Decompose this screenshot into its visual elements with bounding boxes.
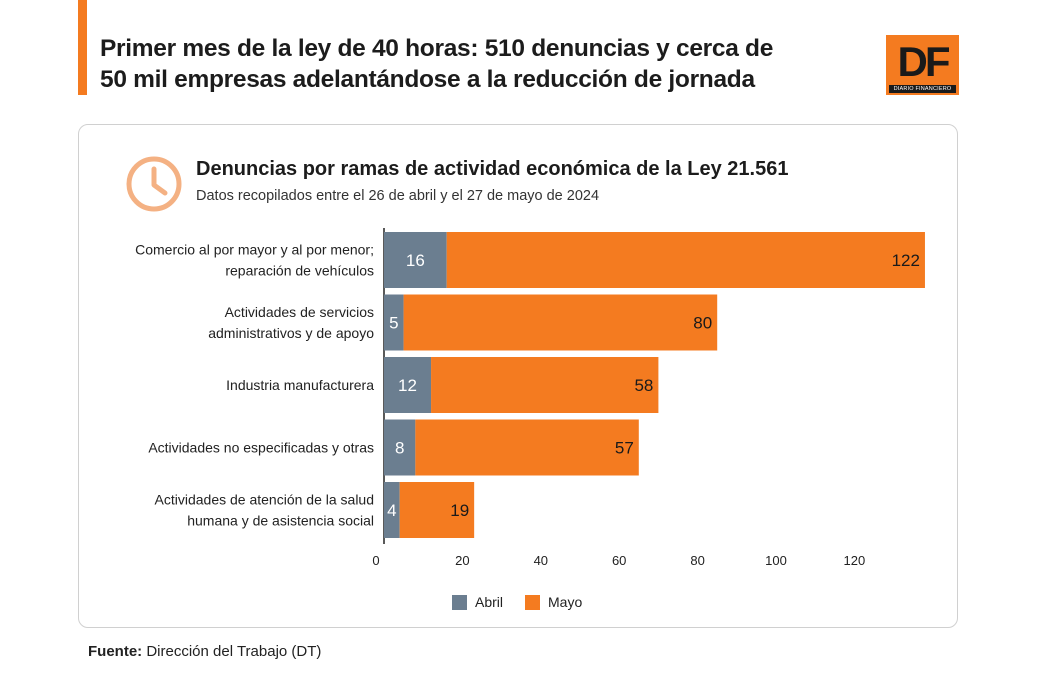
bar-abril-3: [384, 419, 416, 476]
bar-mayo-0: [446, 232, 925, 288]
clock-icon: [126, 156, 182, 212]
bar-mayo-3: [415, 419, 639, 476]
chart-subtitle: Datos recopilados entre el 26 de abril y…: [196, 188, 600, 204]
legend-label-abril: Abril: [475, 594, 504, 610]
df-logo: DF DIARIO FINANCIERO: [886, 35, 959, 95]
category-label-2-0: Industria manufacturera: [226, 377, 374, 393]
category-label-1-1: administrativos y de apoyo: [208, 325, 374, 341]
x-tick-label-80: 80: [690, 553, 704, 568]
headline-line-2: 50 mil empresas adelantándose a la reduc…: [100, 66, 755, 93]
bar-mayo-1: [403, 294, 718, 351]
legend-label-mayo: Mayo: [548, 594, 583, 610]
bar-label-abril-4: 4: [387, 501, 396, 520]
legend: Abril Mayo: [452, 594, 604, 610]
chart-title: Denuncias por ramas de actividad económi…: [196, 158, 789, 180]
headline-line-1: Primer mes de la ley de 40 horas: 510 de…: [100, 35, 774, 62]
bar-label-mayo-4: 19: [450, 501, 469, 520]
legend-swatch-abril: [452, 594, 467, 610]
category-label-4-1: humana y de asistencia social: [187, 513, 374, 529]
bar-mayo-4: [399, 482, 475, 538]
bar-abril-2: [384, 357, 432, 413]
bar-label-abril-2: 12: [398, 376, 417, 395]
bar-label-mayo-0: 122: [892, 251, 920, 270]
x-tick-label-20: 20: [455, 553, 469, 568]
x-tick-label-120: 120: [844, 553, 866, 568]
bar-label-mayo-2: 58: [634, 376, 653, 395]
category-label-3-0: Actividades no especificadas y otras: [148, 440, 374, 456]
bar-abril-0: [384, 232, 447, 288]
source-label: Fuente:: [88, 643, 143, 660]
bar-label-abril-0: 16: [406, 251, 425, 270]
legend-item-abril: Abril: [452, 594, 503, 610]
x-tick-label-100: 100: [765, 553, 787, 568]
bar-label-mayo-1: 80: [693, 314, 712, 333]
bar-abril-4: [384, 482, 400, 538]
bar-label-abril-1: 5: [389, 314, 398, 333]
bar-abril-1: [384, 294, 404, 351]
legend-swatch-mayo: [525, 594, 541, 610]
bar-label-mayo-3: 57: [615, 439, 634, 458]
category-label-1-0: Actividades de servicios: [225, 304, 374, 320]
x-tick-label-60: 60: [612, 553, 626, 568]
category-label-0-0: Comercio al por mayor y al por menor;: [135, 242, 374, 258]
source-note: Fuente: Dirección del Trabajo (DT): [88, 643, 321, 660]
source-text: Dirección del Trabajo (DT): [146, 643, 322, 660]
bar-mayo-2: [431, 357, 659, 413]
category-label-0-1: reparación de vehículos: [225, 263, 374, 279]
x-tick-label-40: 40: [534, 553, 548, 568]
headline-accent-bar: [78, 0, 87, 95]
headline: Primer mes de la ley de 40 horas: 510 de…: [100, 33, 830, 95]
bar-label-abril-3: 8: [395, 439, 404, 458]
x-tick-label-0: 0: [372, 553, 379, 568]
logo-letters: DF: [897, 38, 951, 85]
legend-item-mayo: Mayo: [525, 594, 582, 610]
category-label-4-0: Actividades de atención de la salud: [155, 492, 374, 508]
logo-subtext: DIARIO FINANCIERO: [889, 85, 956, 93]
